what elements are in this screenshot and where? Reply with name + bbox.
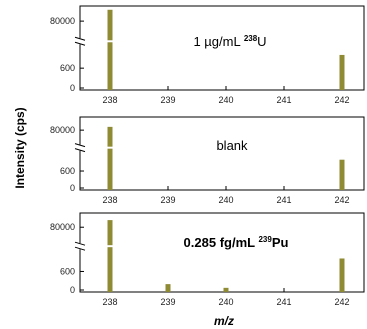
- panels: 0 600 80000 238 239 240 241 242 1 µg/mL 238U 0 600…: [50, 5, 365, 307]
- axis-break-mark: [74, 36, 86, 41]
- y-tick-label: 80000: [50, 125, 75, 135]
- x-tick-label: 242: [334, 297, 349, 307]
- axis-break-mark: [74, 246, 86, 251]
- x-tick-label: 241: [276, 195, 291, 205]
- y-tick-label: 0: [70, 183, 75, 193]
- axis-break-gap: [76, 144, 84, 151]
- x-tick-label: 239: [160, 195, 175, 205]
- y-tick-label: 600: [60, 166, 75, 176]
- y-tick-label: 600: [60, 266, 75, 276]
- panel-3: 0 600 80000 238 239 240 241 242 0.285 fg/mL 239P…: [50, 212, 365, 307]
- bar-242: [339, 54, 345, 90]
- x-axis-label: m/z: [214, 314, 234, 328]
- axis-break-gap: [76, 38, 84, 45]
- panel-annotation: 1 µg/mL 238U: [193, 34, 266, 49]
- panel-annotation: 0.285 fg/mL 239Pu: [184, 235, 289, 250]
- axis-break-gap: [76, 243, 84, 250]
- x-tick-label: 238: [102, 95, 117, 105]
- x-tick-label: 240: [218, 195, 233, 205]
- bar-240: [223, 287, 229, 292]
- bar-238: [107, 9, 113, 91]
- x-tick-label: 238: [102, 297, 117, 307]
- axis-break-mark: [74, 241, 86, 246]
- x-tick-label: 242: [334, 95, 349, 105]
- y-tick-label: 0: [70, 285, 75, 295]
- x-tick-label: 241: [276, 297, 291, 307]
- plot-frame: [79, 212, 365, 293]
- bar-239: [165, 284, 171, 292]
- y-axis-label: Intensity (cps): [13, 107, 27, 188]
- y-tick-label: 80000: [50, 16, 75, 26]
- x-tick-label: 239: [160, 297, 175, 307]
- x-tick-label: 238: [102, 195, 117, 205]
- x-tick-label: 242: [334, 195, 349, 205]
- y-tick-label: 0: [70, 83, 75, 93]
- bar-242: [339, 258, 345, 292]
- plot-frame: [79, 5, 365, 91]
- y-tick-label: 600: [60, 63, 75, 73]
- bar-242: [339, 159, 345, 190]
- panel-1: 0 600 80000 238 239 240 241 242 1 µg/mL 238U: [50, 5, 365, 105]
- x-tick-label: 240: [218, 95, 233, 105]
- panel-annotation: blank: [216, 138, 248, 153]
- x-tick-label: 240: [218, 297, 233, 307]
- bar-238: [107, 220, 113, 292]
- axis-break-mark: [74, 143, 86, 148]
- axis-break-mark: [74, 148, 86, 153]
- x-tick-label: 241: [276, 95, 291, 105]
- x-tick-label: 239: [160, 95, 175, 105]
- axis-break-mark: [74, 41, 86, 46]
- bar-238: [107, 126, 113, 190]
- y-tick-label: 80000: [50, 222, 75, 232]
- plot-frame: [79, 116, 365, 191]
- panel-2: 0 600 80000 238 239 240 241 242 blank: [50, 116, 365, 205]
